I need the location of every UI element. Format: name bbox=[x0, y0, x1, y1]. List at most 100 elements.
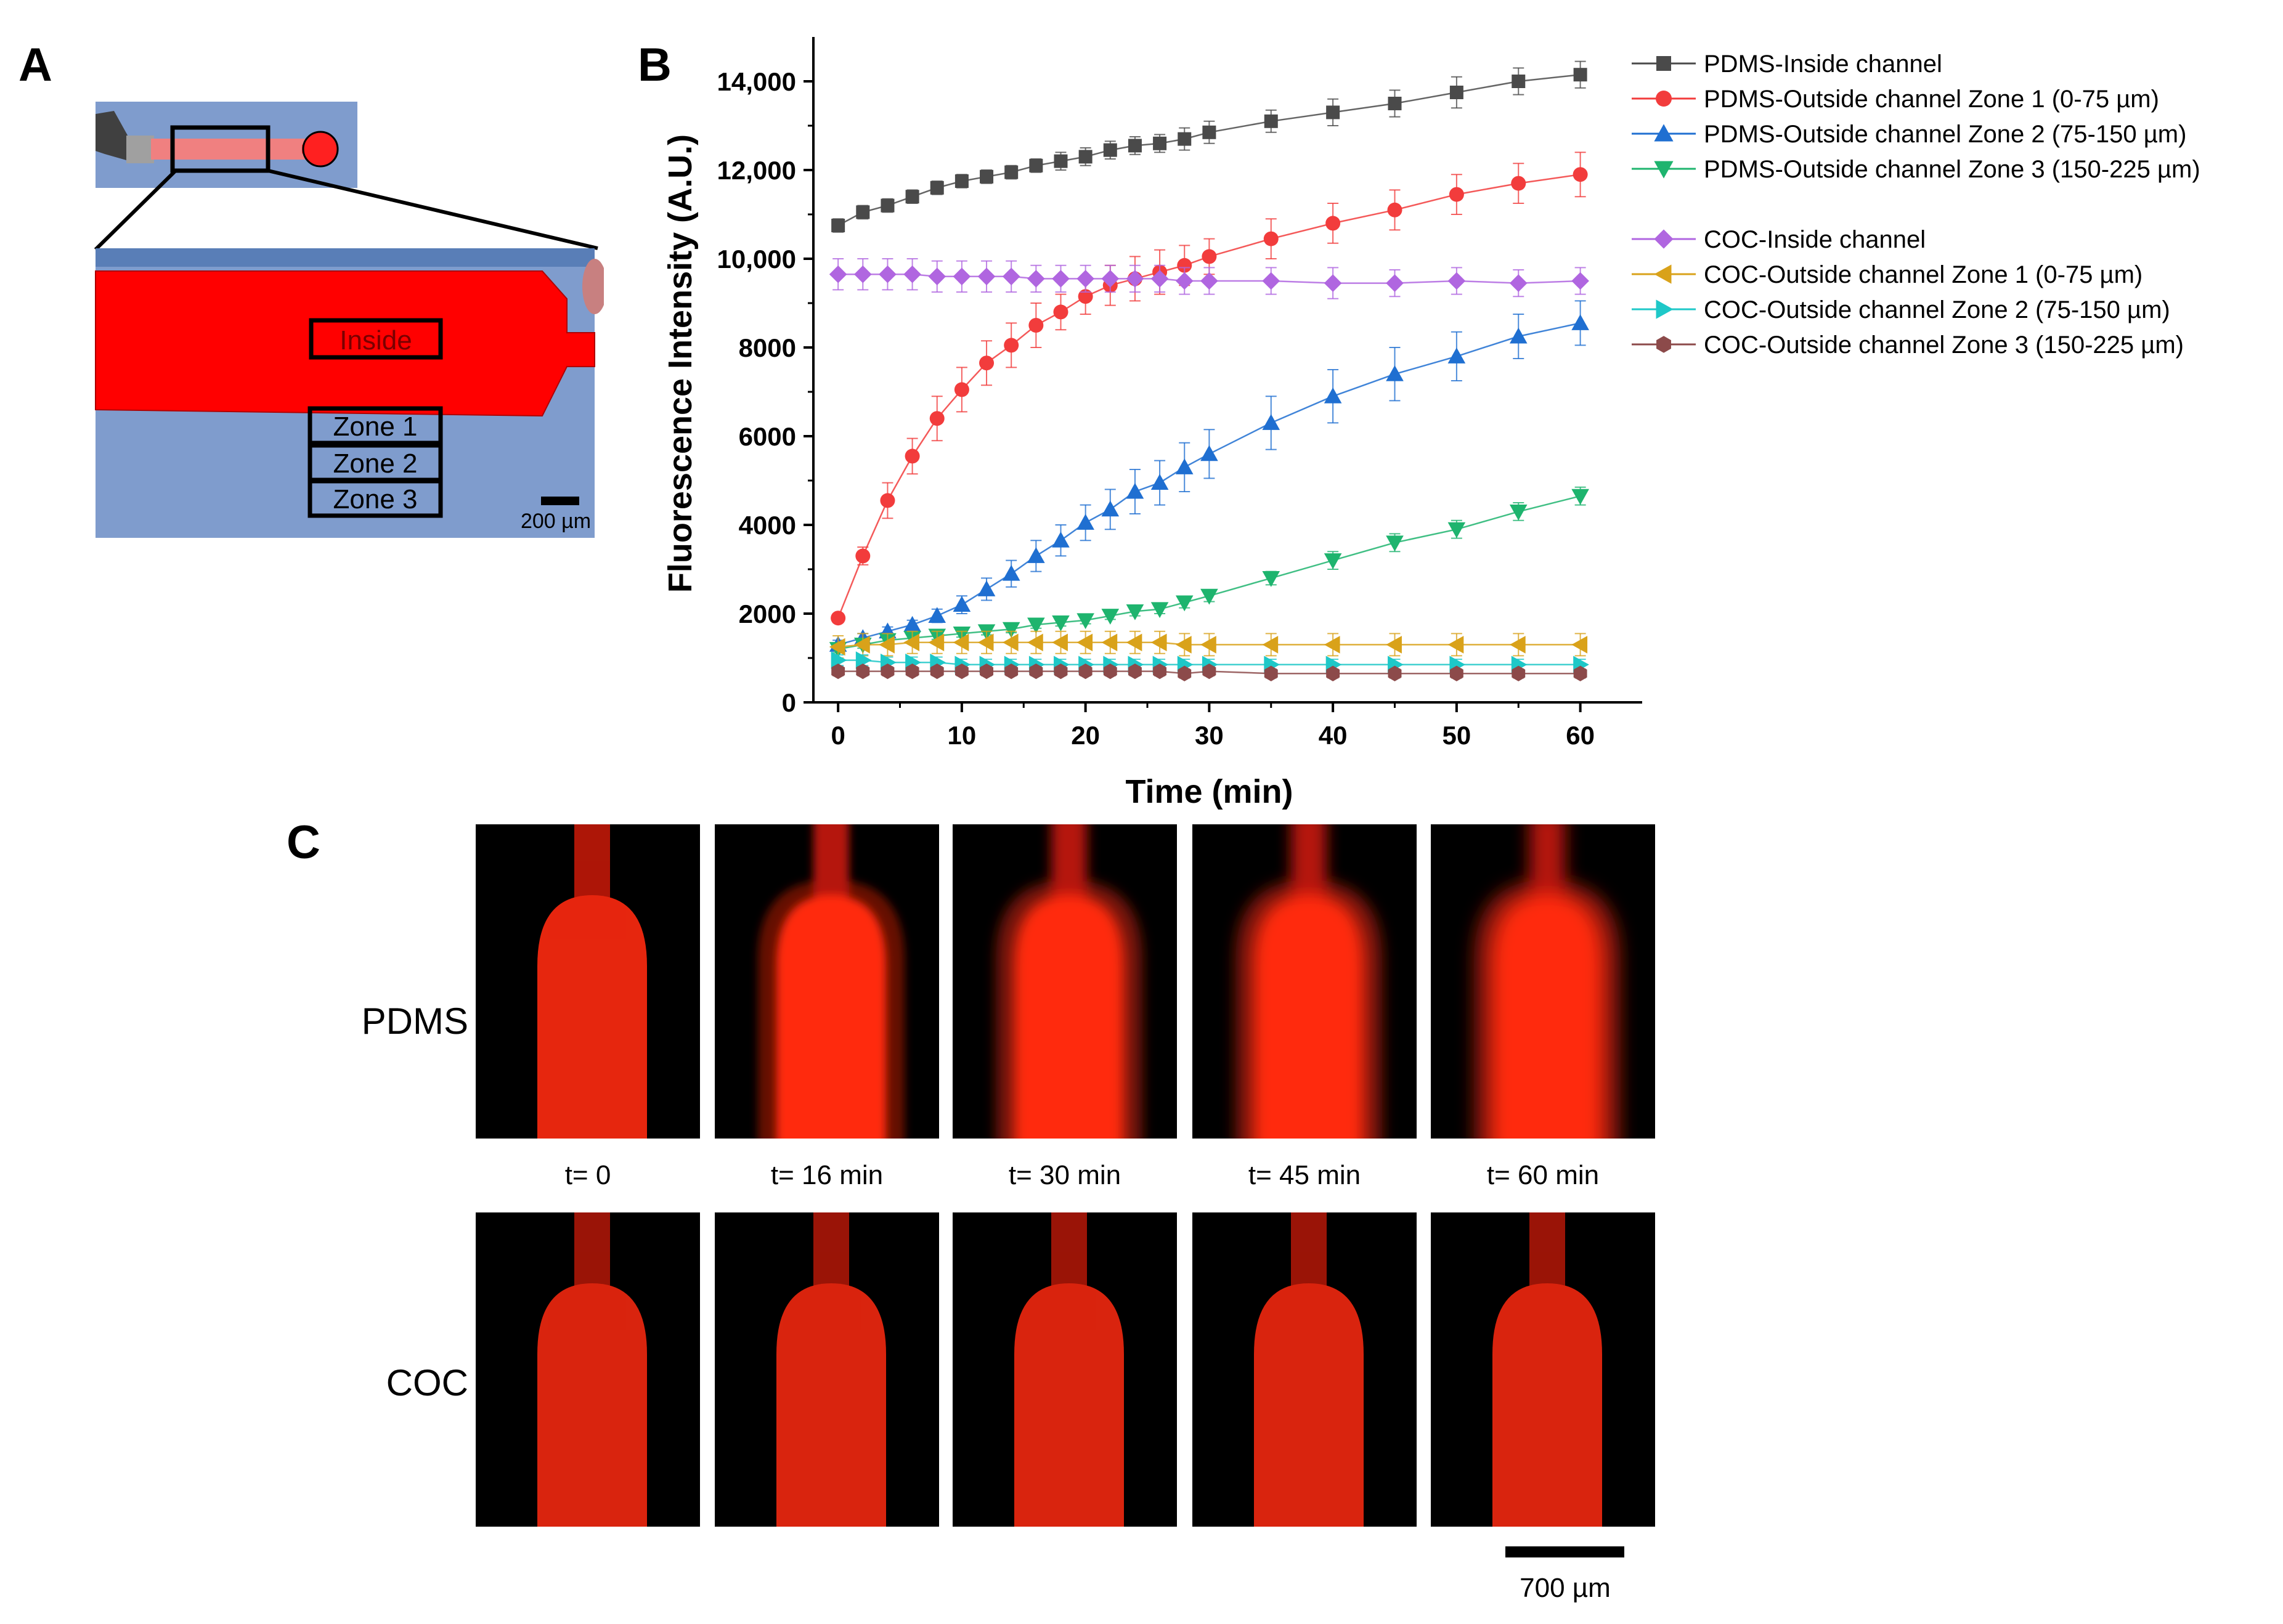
data-point bbox=[1150, 270, 1169, 288]
data-point bbox=[1447, 272, 1466, 290]
data-point bbox=[1202, 663, 1216, 680]
data-point bbox=[977, 633, 994, 652]
data-point bbox=[930, 663, 944, 680]
legend-marker bbox=[1656, 91, 1672, 107]
series-line bbox=[838, 670, 1581, 675]
data-point bbox=[1512, 665, 1526, 681]
y-tick-label: 0 bbox=[782, 688, 796, 717]
device-schematic: Inside Zone 1 Zone 2 Zone 3 200 µm bbox=[94, 102, 604, 538]
zone3-label: Zone 3 bbox=[333, 484, 418, 514]
legend-marker bbox=[1654, 124, 1674, 142]
inlet-channel bbox=[813, 824, 849, 904]
data-point bbox=[879, 636, 895, 654]
x-tick-label: 20 bbox=[1071, 721, 1100, 750]
legend-item: COC-Outside channel Zone 3 (150-225 µm) bbox=[1627, 327, 2280, 362]
inlet-channel bbox=[1529, 1212, 1565, 1293]
y-tick-label: 10,000 bbox=[717, 245, 796, 274]
series-line bbox=[837, 73, 1581, 227]
data-point bbox=[1325, 216, 1341, 231]
data-point bbox=[1263, 231, 1279, 246]
data-point bbox=[831, 663, 845, 680]
data-point bbox=[928, 607, 946, 623]
pdms-micrograph bbox=[1431, 824, 1655, 1139]
chamber bbox=[776, 895, 886, 1139]
data-point bbox=[1573, 167, 1588, 182]
data-point bbox=[1386, 535, 1404, 552]
data-point bbox=[1262, 272, 1280, 290]
data-point bbox=[1324, 274, 1342, 292]
data-point bbox=[1002, 267, 1020, 286]
data-point bbox=[1002, 622, 1020, 638]
inlet-channel bbox=[574, 1212, 610, 1293]
data-point bbox=[905, 449, 920, 464]
legend-gap bbox=[1627, 187, 2280, 222]
data-point bbox=[1178, 665, 1192, 681]
data-point bbox=[980, 169, 994, 184]
coc-micrograph bbox=[1431, 1212, 1655, 1527]
y-tick-label: 6000 bbox=[739, 422, 796, 451]
data-point bbox=[1150, 633, 1167, 652]
legend-swatch bbox=[1632, 229, 1696, 249]
data-point bbox=[880, 493, 895, 508]
time-label: t= 0 bbox=[564, 1160, 611, 1190]
chamber bbox=[1254, 1283, 1364, 1527]
data-point bbox=[1002, 564, 1020, 581]
data-point bbox=[1053, 304, 1068, 320]
legend-item: PDMS-Outside channel Zone 2 (75-150 µm) bbox=[1627, 116, 2280, 152]
chamber bbox=[537, 895, 647, 1139]
data-point bbox=[1004, 165, 1019, 179]
chart-legend: PDMS-Inside channel PDMS-Outside channel … bbox=[1627, 46, 2280, 362]
data-point bbox=[1509, 327, 1528, 344]
series-3 bbox=[829, 300, 1589, 652]
data-point bbox=[1128, 139, 1142, 153]
inlet-tube bbox=[96, 111, 129, 160]
data-point bbox=[1101, 270, 1120, 288]
data-point bbox=[1076, 633, 1093, 652]
chamber bbox=[537, 1283, 647, 1527]
data-point bbox=[1076, 514, 1094, 530]
data-point bbox=[903, 633, 920, 652]
legend-swatch bbox=[1632, 264, 1696, 284]
data-point bbox=[1052, 615, 1070, 631]
data-point bbox=[1200, 272, 1218, 290]
time-label: t= 45 min bbox=[1248, 1160, 1361, 1190]
inlet-channel bbox=[1291, 824, 1327, 904]
y-tick-label: 4000 bbox=[739, 511, 796, 540]
zone3-box bbox=[307, 479, 443, 518]
data-point bbox=[1387, 202, 1402, 217]
legend-label: COC-Outside channel Zone 1 (0-75 µm) bbox=[1704, 261, 2143, 288]
row-label-coc: COC bbox=[386, 1362, 468, 1403]
series-line bbox=[838, 659, 1581, 666]
data-point bbox=[1052, 270, 1070, 288]
data-point bbox=[1052, 633, 1068, 652]
legend-marker bbox=[1654, 264, 1672, 284]
data-point bbox=[1447, 636, 1464, 654]
panel-b-letter: B bbox=[638, 39, 672, 91]
y-tick-label: 12,000 bbox=[717, 156, 796, 185]
series-line bbox=[837, 641, 1581, 648]
legend-swatch bbox=[1632, 91, 1696, 107]
data-point bbox=[1449, 86, 1463, 99]
inlet-channel bbox=[813, 1212, 849, 1293]
series-2 bbox=[831, 152, 1588, 626]
x-axis-label: Time (min) bbox=[1125, 773, 1293, 810]
legend-swatch bbox=[1632, 161, 1696, 179]
inside-box bbox=[309, 318, 443, 360]
inlet-channel bbox=[1291, 1212, 1327, 1293]
data-point bbox=[1449, 665, 1463, 681]
data-point bbox=[1262, 570, 1280, 587]
data-point bbox=[1324, 387, 1342, 404]
data-point bbox=[1573, 68, 1587, 82]
data-point bbox=[928, 633, 945, 652]
data-point bbox=[1028, 318, 1044, 333]
pdms-micrograph bbox=[953, 824, 1177, 1139]
y-axis-label: Fluorescence Intensity (A.U.) bbox=[662, 134, 699, 593]
data-point bbox=[1126, 270, 1144, 288]
data-point bbox=[1126, 633, 1142, 652]
time-label: t= 16 min bbox=[770, 1160, 884, 1190]
data-point bbox=[1264, 665, 1278, 681]
data-point bbox=[1054, 154, 1068, 168]
data-point bbox=[930, 181, 944, 195]
legend-label: COC-Outside channel Zone 2 (75-150 µm) bbox=[1704, 296, 2170, 323]
data-point bbox=[1078, 663, 1093, 680]
